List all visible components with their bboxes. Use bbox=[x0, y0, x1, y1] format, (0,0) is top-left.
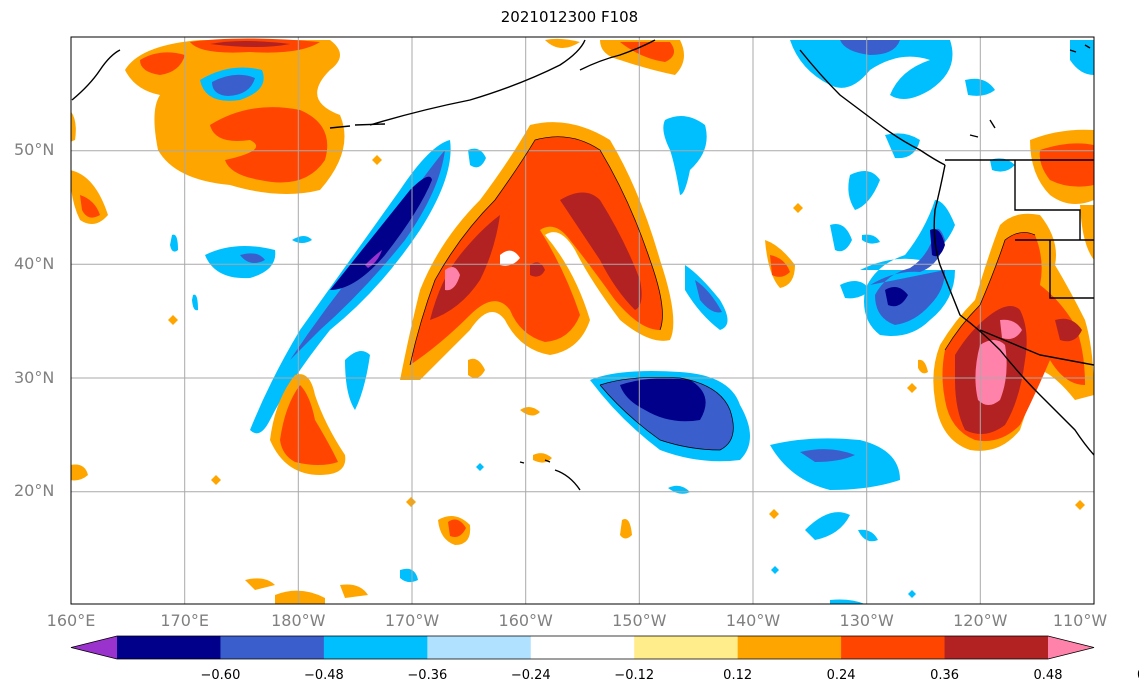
colorbar-cell bbox=[841, 636, 946, 659]
lat-label-20n: 20°N bbox=[14, 481, 55, 500]
colorbar-tick-label: −0.36 bbox=[407, 668, 448, 683]
lon-label-180w: 180°W bbox=[271, 611, 326, 630]
positive-anomaly-california bbox=[918, 129, 1094, 451]
lon-label-170w: 170°W bbox=[384, 611, 440, 630]
colorbar-cell bbox=[117, 636, 221, 659]
lon-label-130w: 130°W bbox=[839, 611, 894, 630]
lon-label-150w: 150°W bbox=[612, 611, 667, 630]
coastlines bbox=[71, 39, 1094, 491]
colorbar-cell bbox=[220, 636, 325, 659]
colorbar-cells bbox=[117, 636, 1049, 659]
gridlines bbox=[71, 37, 1094, 604]
colorbar-tick-label: −0.12 bbox=[614, 668, 655, 683]
colorbar bbox=[70, 635, 1095, 660]
colorbar-tick-label: −0.60 bbox=[200, 668, 241, 683]
colorbar-tick-label: 0.48 bbox=[1033, 668, 1063, 683]
lon-label-120w: 120°W bbox=[953, 611, 1008, 630]
colorbar-cell bbox=[737, 636, 842, 659]
colorbar-tick-label: −0.24 bbox=[510, 668, 551, 683]
colorbar-cell bbox=[634, 636, 739, 659]
lat-label-30n: 30°N bbox=[14, 368, 55, 387]
lat-label-50n: 50°N bbox=[14, 140, 55, 159]
colorbar-tick-label: 0.36 bbox=[930, 668, 960, 683]
contour-lines bbox=[409, 136, 1036, 451]
lon-label-170e: 170°E bbox=[160, 611, 210, 630]
colorbar-tick-label: 0.12 bbox=[723, 668, 753, 683]
anomaly-fields bbox=[71, 37, 1094, 604]
colorbar-tick-label: −0.48 bbox=[303, 668, 344, 683]
lon-label-110w: 110°W bbox=[1052, 611, 1108, 630]
colorbar-cell bbox=[530, 636, 635, 659]
colorbar-tick-label: 0.24 bbox=[826, 668, 856, 683]
colorbar-tick-label: 0.60 bbox=[1137, 668, 1139, 683]
lon-label-160w: 160°W bbox=[498, 611, 553, 630]
negative-anomaly-nw bbox=[200, 67, 276, 279]
negative-anomaly-band bbox=[250, 140, 486, 434]
lon-label-140w: 140°W bbox=[725, 611, 781, 630]
colorbar-arrow-right bbox=[1048, 636, 1094, 659]
colorbar-cell bbox=[323, 636, 428, 659]
map-title: 2021012300 F108 bbox=[500, 8, 639, 26]
positive-anomaly-small bbox=[71, 38, 795, 604]
negative-anomaly-ne-pacific bbox=[663, 40, 1094, 336]
negative-anomaly-subtropical bbox=[400, 371, 900, 604]
colorbar-cell bbox=[427, 636, 532, 659]
colorbar-cell bbox=[944, 636, 1049, 659]
lat-label-40n: 40°N bbox=[14, 254, 55, 273]
colorbar-arrow-left bbox=[71, 636, 117, 659]
plot-frame bbox=[70, 36, 1095, 605]
lon-label-160e: 160°E bbox=[46, 611, 96, 630]
isolated-spots bbox=[168, 155, 1085, 598]
positive-anomaly-central bbox=[400, 122, 674, 381]
positive-anomaly-nw-pacific bbox=[71, 38, 345, 224]
